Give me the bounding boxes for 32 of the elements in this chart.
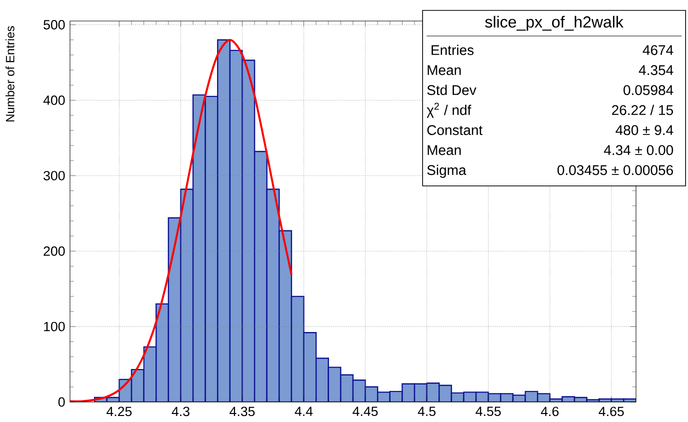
y-tick-label: 0 bbox=[58, 397, 65, 407]
x-tick-label: 4.65 bbox=[598, 406, 624, 416]
y-tick-label: 300 bbox=[44, 170, 65, 180]
annotation: Entries bbox=[432, 44, 474, 56]
x-tick-label: 4.4 bbox=[294, 406, 313, 416]
annotation: 0.03455 ± 0.00056 bbox=[557, 165, 673, 176]
x-tick-label: 4.3 bbox=[172, 406, 190, 416]
annotation: slice_px_of_h2walk bbox=[485, 16, 624, 31]
y-tick-label: 100 bbox=[44, 322, 65, 332]
y-axis-title: Number of Entries bbox=[6, 26, 14, 122]
x-tick-label: 4.5 bbox=[418, 406, 436, 416]
x-tick-label: 4.35 bbox=[230, 406, 255, 416]
annotation: χ$^{2}$ / ndf bbox=[426, 102, 472, 118]
annotation: Mean bbox=[428, 145, 461, 156]
y-tick-label: 200 bbox=[44, 246, 65, 256]
x-tick-label: 4.55 bbox=[476, 406, 501, 416]
annotation: Sigma bbox=[427, 164, 466, 178]
x-tick-label: 4.6 bbox=[540, 406, 559, 416]
annotation: 0.05984 bbox=[624, 85, 674, 96]
y-tick-label: 500 bbox=[44, 20, 65, 30]
x-tick-label: 4.45 bbox=[352, 406, 378, 416]
x-tick-label: 4.25 bbox=[106, 406, 132, 416]
annotation: Std Dev bbox=[427, 84, 476, 96]
line-series bbox=[70, 38, 292, 402]
annotation: 4.34 ± 0.00 bbox=[604, 145, 674, 156]
annotation: 480 ± 9.4 bbox=[616, 125, 674, 136]
y-tick-label: 400 bbox=[43, 96, 65, 105]
text: 4.354 bbox=[638, 65, 674, 76]
annotation: 26.22 / 15 bbox=[612, 104, 673, 116]
annotation: Constant bbox=[427, 125, 483, 136]
annotation: Mean bbox=[428, 65, 461, 76]
text: 4674 bbox=[642, 45, 674, 56]
